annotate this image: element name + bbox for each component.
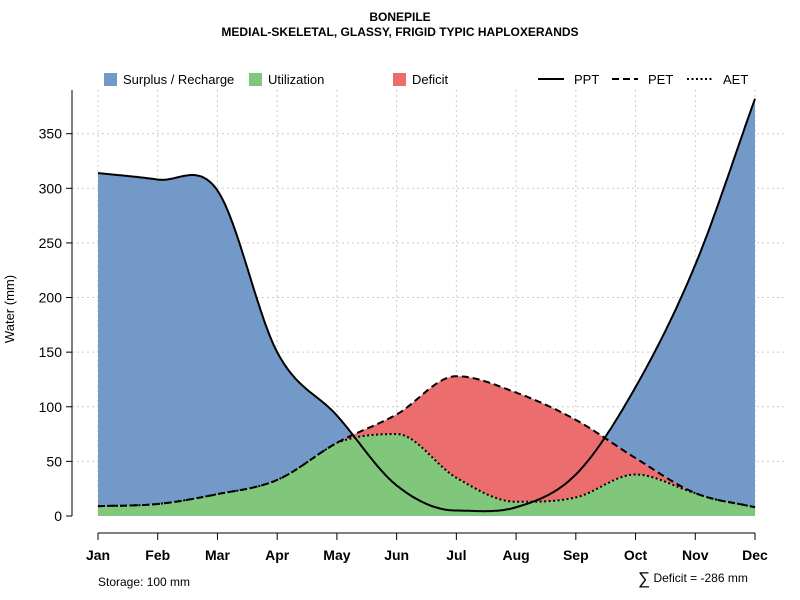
deficit-area <box>98 376 755 508</box>
x-tick-label: Aug <box>502 547 529 563</box>
y-tick-label: 100 <box>39 399 63 415</box>
x-tick-label: Dec <box>742 547 768 563</box>
chart-title: BONEPILE <box>369 10 431 24</box>
y-tick-label: 200 <box>39 290 63 306</box>
x-tick-label: Jun <box>384 547 409 563</box>
y-tick-label: 50 <box>46 453 62 469</box>
chart-legend: Surplus / Recharge Utilization Deficit PPT P… <box>104 72 748 87</box>
x-tick-label: Sep <box>563 547 589 563</box>
surplus-area <box>98 98 755 508</box>
utilization-area <box>98 434 755 516</box>
storage-note: Storage: 100 mm <box>98 575 191 589</box>
x-tick-label: Oct <box>624 547 648 563</box>
deficit-total: ∑ Deficit = -286 mm <box>638 569 748 589</box>
chart-areas <box>98 98 755 516</box>
x-tick-label: Apr <box>265 547 290 563</box>
chart-axes: 0 50 100 150 200 250 300 350 Jan Feb Mar Apr May Jun J… <box>39 90 768 563</box>
x-tick-label: Jan <box>86 547 110 563</box>
legend-utilization-swatch <box>249 73 262 86</box>
legend-surplus-label: Surplus / Recharge <box>123 72 234 87</box>
sum-icon: ∑ <box>638 569 651 588</box>
chart-lines <box>97 98 756 513</box>
y-tick-label: 300 <box>39 180 63 196</box>
x-tick-label: Jul <box>446 547 466 563</box>
x-tick-label: Mar <box>205 547 230 563</box>
legend-ppt-label: PPT <box>574 72 599 87</box>
y-tick-label: 250 <box>39 235 63 251</box>
x-tick-label: Nov <box>682 547 709 563</box>
legend-surplus-swatch <box>104 73 117 86</box>
y-axis-label: Water (mm) <box>2 275 17 343</box>
legend-deficit-swatch <box>393 73 406 86</box>
legend-aet-label: AET <box>723 72 748 87</box>
legend-deficit-label: Deficit <box>412 72 449 87</box>
y-tick-label: 150 <box>39 344 63 360</box>
legend-pet-label: PET <box>648 72 673 87</box>
chart-subtitle: MEDIAL-SKELETAL, GLASSY, FRIGID TYPIC HA… <box>221 25 579 39</box>
y-tick-label: 0 <box>54 508 62 524</box>
x-tick-label: Feb <box>145 547 170 563</box>
x-tick-label: May <box>323 547 350 563</box>
pet-line <box>97 375 756 509</box>
ppt-line <box>97 98 756 513</box>
deficit-total-label: Deficit = -286 mm <box>653 571 748 585</box>
legend-utilization-label: Utilization <box>268 72 324 87</box>
y-tick-label: 350 <box>39 126 63 142</box>
